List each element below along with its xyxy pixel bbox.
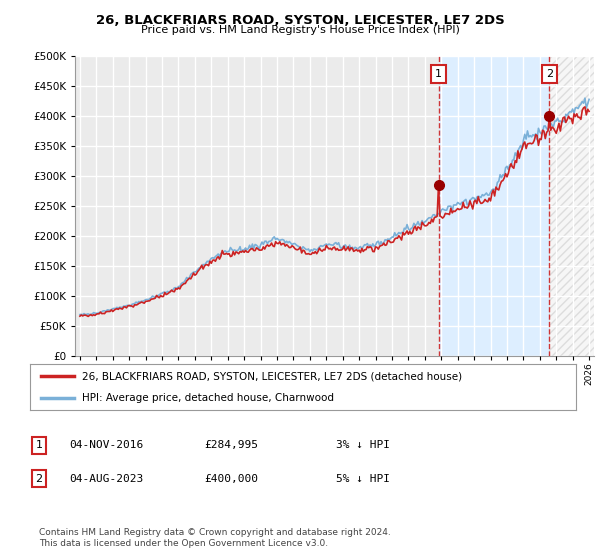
Text: £284,995: £284,995 xyxy=(204,440,258,450)
Text: 3% ↓ HPI: 3% ↓ HPI xyxy=(336,440,390,450)
Text: HPI: Average price, detached house, Charnwood: HPI: Average price, detached house, Char… xyxy=(82,393,334,403)
Text: 1: 1 xyxy=(435,69,442,79)
Text: Price paid vs. HM Land Registry's House Price Index (HPI): Price paid vs. HM Land Registry's House … xyxy=(140,25,460,35)
Text: 04-NOV-2016: 04-NOV-2016 xyxy=(69,440,143,450)
Text: 2: 2 xyxy=(546,69,553,79)
Text: £400,000: £400,000 xyxy=(204,474,258,484)
Bar xyxy=(550,56,597,356)
Text: 26, BLACKFRIARS ROAD, SYSTON, LEICESTER, LE7 2DS: 26, BLACKFRIARS ROAD, SYSTON, LEICESTER,… xyxy=(95,14,505,27)
Text: Contains HM Land Registry data © Crown copyright and database right 2024.
This d: Contains HM Land Registry data © Crown c… xyxy=(39,528,391,548)
Text: 2: 2 xyxy=(35,474,43,484)
Bar xyxy=(439,56,550,356)
Text: 1: 1 xyxy=(35,440,43,450)
Text: 5% ↓ HPI: 5% ↓ HPI xyxy=(336,474,390,484)
Text: 26, BLACKFRIARS ROAD, SYSTON, LEICESTER, LE7 2DS (detached house): 26, BLACKFRIARS ROAD, SYSTON, LEICESTER,… xyxy=(82,371,462,381)
Text: 04-AUG-2023: 04-AUG-2023 xyxy=(69,474,143,484)
